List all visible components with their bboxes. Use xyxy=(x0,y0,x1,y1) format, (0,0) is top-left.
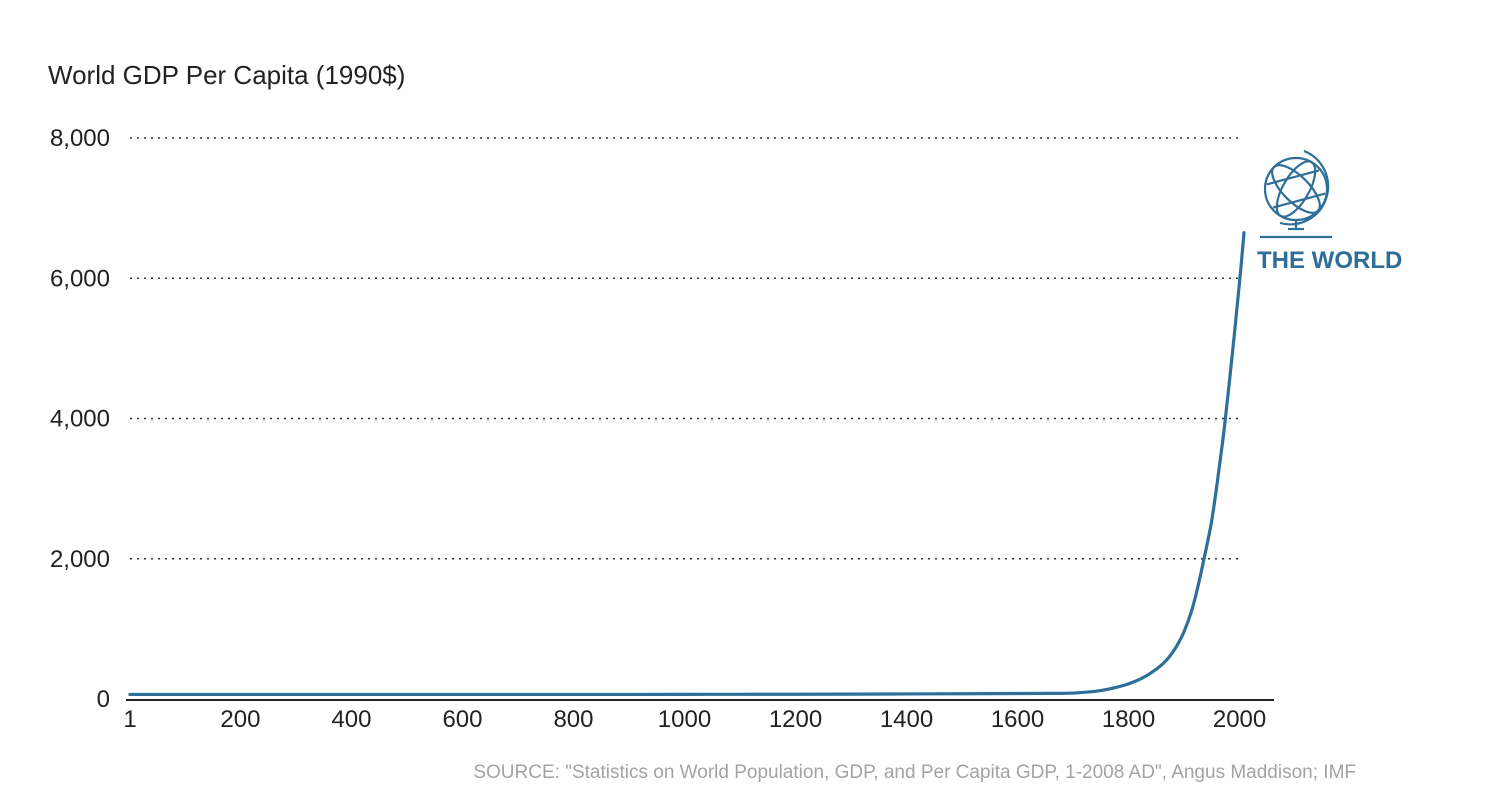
chart-title: World GDP Per Capita (1990$) xyxy=(48,60,405,90)
x-axis-ticks: 1 200 400 600 800 1000 1200 1400 1600 1800 2000 xyxy=(123,706,1266,733)
x-tick-label: 600 xyxy=(442,706,482,733)
x-tick-label: 400 xyxy=(331,706,371,733)
series-line-the-world xyxy=(128,231,1246,697)
x-tick-label: 2000 xyxy=(1213,706,1266,733)
source-note: SOURCE: "Statistics on World Population,… xyxy=(473,762,1356,783)
y-axis-ticks: 0 2,000 4,000 6,000 8,000 xyxy=(50,125,110,713)
y-tick-label: 6,000 xyxy=(50,265,110,292)
x-tick-label: 1200 xyxy=(769,706,822,733)
x-tick-label: 1000 xyxy=(658,706,711,733)
x-tick-label: 1800 xyxy=(1102,706,1155,733)
x-tick-label: 800 xyxy=(553,706,593,733)
y-tick-label: 4,000 xyxy=(50,406,110,433)
y-tick-label: 8,000 xyxy=(50,125,110,152)
grid xyxy=(130,137,1238,560)
x-tick-label: 1400 xyxy=(880,706,933,733)
x-tick-label: 200 xyxy=(220,706,260,733)
series-label: THE WORLD xyxy=(1257,247,1402,274)
globe-icon xyxy=(1260,149,1332,239)
y-tick-label: 2,000 xyxy=(50,546,110,573)
y-tick-label: 0 xyxy=(97,686,110,713)
x-tick-label: 1600 xyxy=(991,706,1044,733)
x-tick-label: 1 xyxy=(123,706,136,733)
